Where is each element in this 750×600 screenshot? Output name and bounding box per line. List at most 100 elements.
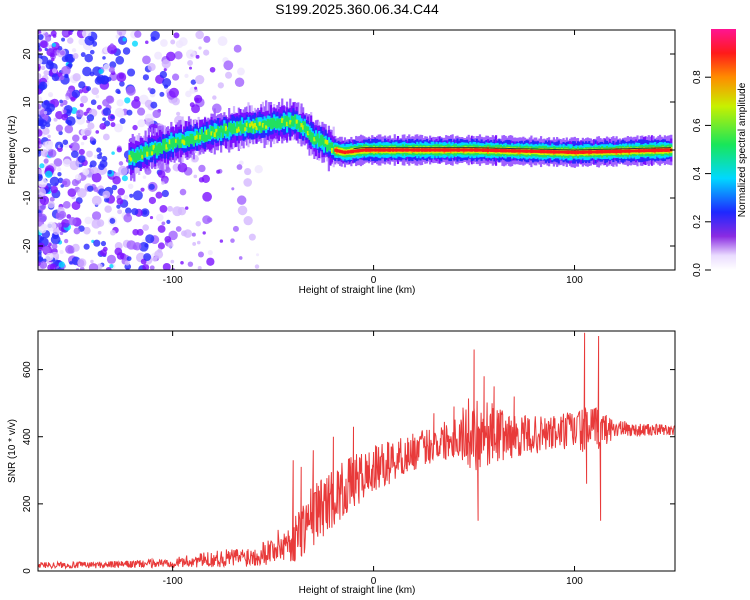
noise-blob xyxy=(38,66,41,72)
ridge-cell xyxy=(528,149,531,153)
ridge-cell xyxy=(276,118,279,123)
noise-blob xyxy=(38,96,43,103)
ridge-cell xyxy=(613,149,617,154)
ridge-cell xyxy=(290,122,293,127)
snr-ytick-label: 400 xyxy=(22,428,33,445)
noise-blob xyxy=(115,34,120,39)
ridge-cell xyxy=(364,148,367,152)
noise-blob xyxy=(116,197,124,205)
ridge-cell xyxy=(449,148,453,152)
noise-blob xyxy=(38,45,41,51)
ridge-cell xyxy=(605,150,609,154)
ridge-cell xyxy=(658,148,662,152)
noise-blob xyxy=(194,86,198,90)
noise-blob xyxy=(91,87,100,96)
noise-blob xyxy=(254,264,260,269)
noise-blob xyxy=(47,134,51,139)
noise-blob xyxy=(132,124,138,131)
ridge-cell xyxy=(409,148,412,152)
noise-blob xyxy=(75,109,84,118)
spectrogram-xlabel: Height of straight line (km) xyxy=(299,285,416,296)
noise-blob xyxy=(83,127,92,136)
ridge-cell xyxy=(618,149,621,154)
ridge-cell xyxy=(212,126,215,135)
noise-blob xyxy=(203,35,211,43)
noise-blob xyxy=(87,122,95,130)
ridge-cell xyxy=(294,118,297,124)
ridge-cell xyxy=(435,148,438,152)
ridge-cell xyxy=(298,122,302,128)
ridge-cell xyxy=(157,143,160,148)
ridge-cell xyxy=(356,149,359,153)
ridge-cell xyxy=(250,121,253,126)
noise-blob xyxy=(83,226,91,235)
noise-blob xyxy=(236,195,247,205)
noise-blob xyxy=(88,263,99,270)
ridge-cell xyxy=(641,149,644,153)
ridge-cell xyxy=(472,148,475,152)
spectrogram-xtick-label: 0 xyxy=(371,275,377,286)
noise-blob xyxy=(133,95,140,102)
ridge-cell xyxy=(287,120,290,126)
noise-blob xyxy=(66,116,76,126)
ridge-cell xyxy=(498,149,501,152)
noise-blob xyxy=(149,216,154,220)
ridge-cell xyxy=(459,148,462,152)
ridge-cell xyxy=(634,149,638,153)
ridge-cell xyxy=(247,122,250,127)
noise-blob xyxy=(38,88,42,95)
ridge-cell xyxy=(184,137,187,146)
ridge-cell xyxy=(186,136,189,142)
noise-blob xyxy=(89,71,95,77)
noise-blob xyxy=(62,200,71,209)
ridge-cell xyxy=(183,139,186,145)
noise-blob xyxy=(39,236,45,241)
ridge-cell xyxy=(319,141,322,146)
noise-blob xyxy=(80,95,89,104)
noise-blob xyxy=(110,114,115,120)
ridge-cell xyxy=(367,148,371,152)
noise-blob xyxy=(159,70,168,79)
noise-blob xyxy=(119,81,125,87)
noise-blob xyxy=(127,183,134,190)
noise-blob xyxy=(202,231,206,235)
ridge-cell xyxy=(535,150,538,153)
noise-blob xyxy=(195,30,204,40)
ridge-cell xyxy=(285,115,289,124)
noise-blob xyxy=(152,256,158,262)
noise-blob xyxy=(46,48,55,57)
ridge-cell xyxy=(189,138,192,144)
snr-frame xyxy=(37,330,676,572)
noise-blob xyxy=(118,161,124,166)
ridge-cell xyxy=(308,130,311,140)
ridge-cell xyxy=(417,148,420,152)
ridge-cell xyxy=(382,148,385,152)
ridge-cell xyxy=(210,126,213,137)
ridge-cell xyxy=(575,151,578,154)
spectrogram-xtick-label: 100 xyxy=(566,275,583,286)
noise-blob xyxy=(198,164,206,173)
ridge-cell xyxy=(351,149,355,154)
noise-blob xyxy=(84,216,93,225)
ridge-cell xyxy=(359,149,363,152)
ridge-cell xyxy=(412,148,416,152)
ridge-cell xyxy=(347,150,350,154)
ridge-cell xyxy=(181,134,184,143)
ridge-cell xyxy=(541,150,544,154)
snr-ytick-label: 600 xyxy=(22,361,33,378)
ridge-cell xyxy=(576,150,580,155)
noise-blob xyxy=(83,243,90,250)
snr-axes: -100 0 100 0 200 400 600 xyxy=(22,331,675,587)
noise-blob xyxy=(61,37,66,42)
noise-blob xyxy=(206,257,215,266)
noise-blob xyxy=(99,249,107,257)
noise-blob xyxy=(68,30,73,36)
ridge-cell xyxy=(353,149,356,153)
noise-blob xyxy=(238,256,243,260)
ridge-cell xyxy=(530,149,533,154)
colorbar-tick-label: 0.6 xyxy=(692,118,703,132)
ridge-cell xyxy=(517,149,520,153)
ridge-cell xyxy=(231,127,234,133)
